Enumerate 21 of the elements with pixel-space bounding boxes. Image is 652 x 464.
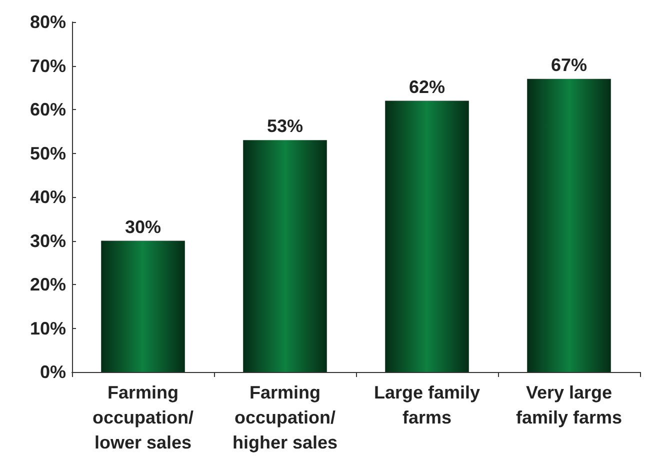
y-tick-label: 30% (30, 230, 66, 251)
x-tick-label: Farming occupation/ higher sales (232, 382, 338, 452)
y-tick-label: 20% (30, 274, 66, 294)
data-label: 62% (408, 76, 446, 97)
y-tick-label: 10% (30, 318, 66, 338)
x-tick-label: Farming occupation/ lower sales (92, 382, 194, 452)
data-label: 53% (266, 116, 304, 136)
bar (243, 140, 327, 372)
y-tick-label: 70% (30, 56, 66, 76)
bar (527, 78, 611, 372)
bar (385, 100, 469, 372)
x-tick-label: Very large family farms (516, 382, 622, 428)
x-tick-label: Large family farms (374, 382, 480, 428)
y-tick-label: 0% (40, 362, 66, 382)
y-tick-label: 80% (30, 12, 66, 32)
y-tick-label: 40% (30, 187, 66, 207)
y-tick-label: 50% (30, 143, 66, 164)
y-tick-label: 60% (30, 100, 66, 120)
data-label: 67% (550, 54, 588, 75)
bar (101, 240, 185, 372)
data-label: 30% (124, 216, 162, 237)
